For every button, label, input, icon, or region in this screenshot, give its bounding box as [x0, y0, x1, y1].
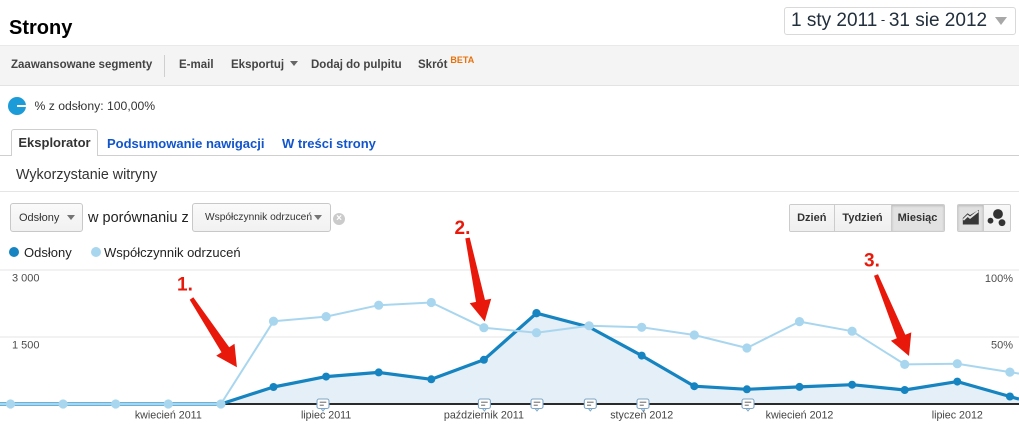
svg-text:kwiecień 2011: kwiecień 2011 — [135, 410, 202, 422]
svg-text:kwiecień 2012: kwiecień 2012 — [766, 410, 834, 422]
svg-text:lipiec 2011: lipiec 2011 — [301, 410, 351, 422]
svg-text:100%: 100% — [985, 273, 1013, 285]
svg-text:październik 2011: październik 2011 — [444, 410, 524, 422]
svg-text:1.: 1. — [177, 275, 193, 296]
svg-text:3.: 3. — [864, 251, 880, 272]
svg-text:styczeń 2012: styczeń 2012 — [610, 410, 673, 422]
svg-text:50%: 50% — [991, 340, 1013, 352]
svg-text:3 000: 3 000 — [12, 273, 40, 285]
svg-text:1 500: 1 500 — [12, 340, 40, 352]
svg-text:lipiec 2012: lipiec 2012 — [932, 410, 983, 422]
svg-text:2.: 2. — [455, 218, 471, 239]
